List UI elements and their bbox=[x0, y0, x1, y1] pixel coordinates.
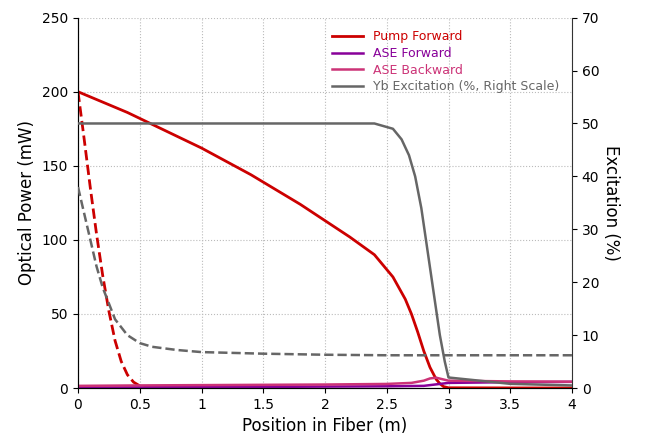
Legend: Pump Forward, ASE Forward, ASE Backward, Yb Excitation (%, Right Scale): Pump Forward, ASE Forward, ASE Backward,… bbox=[326, 24, 566, 100]
X-axis label: Position in Fiber (m): Position in Fiber (m) bbox=[242, 417, 408, 435]
Y-axis label: Excitation (%): Excitation (%) bbox=[602, 145, 620, 261]
Y-axis label: Optical Power (mW): Optical Power (mW) bbox=[18, 120, 36, 285]
